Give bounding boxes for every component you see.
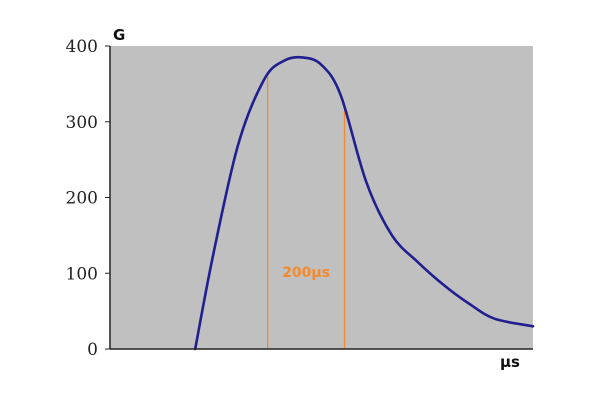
interval-label: 200μs bbox=[282, 265, 330, 281]
interval-markers bbox=[267, 76, 346, 349]
x-axis-label: μs bbox=[500, 353, 520, 371]
y-axis-label: G bbox=[113, 26, 125, 44]
y-tick-label-200: 200 bbox=[66, 189, 98, 209]
y-axis-tick-labels: 0 100 200 300 400 bbox=[66, 37, 98, 360]
y-axis-ticks bbox=[105, 45, 110, 350]
y-tick-label-400: 400 bbox=[66, 37, 98, 57]
y-tick-label-0: 0 bbox=[87, 340, 98, 360]
y-tick-label-100: 100 bbox=[66, 264, 98, 284]
series-line bbox=[193, 55, 535, 351]
y-tick-label-300: 300 bbox=[66, 113, 98, 133]
